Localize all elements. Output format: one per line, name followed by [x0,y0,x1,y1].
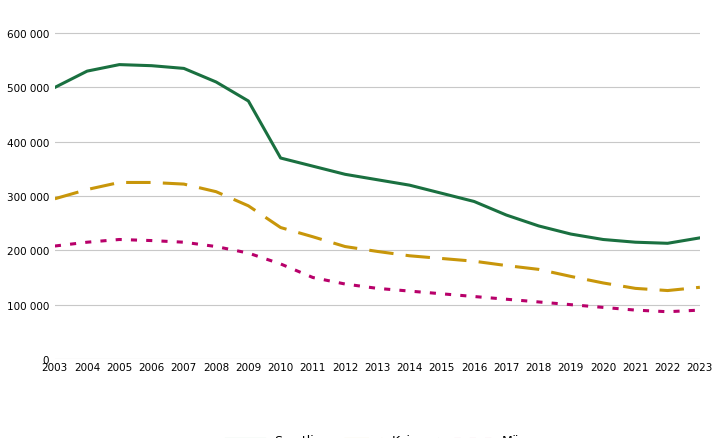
Kvinnor [50,197,59,202]
Kvinnor [502,263,510,268]
Kvinnor [148,180,156,186]
Män [179,240,188,245]
Kvinnor [438,256,446,261]
Samtliga [502,213,510,218]
Män [470,294,479,300]
Samtliga [179,67,188,72]
Män [50,244,59,249]
Samtliga [115,63,124,68]
Kvinnor [276,226,285,231]
Män [341,282,349,287]
Samtliga [405,183,414,188]
Kvinnor [534,267,543,272]
Samtliga [212,80,220,85]
Kvinnor [244,204,253,209]
Män [212,244,220,250]
Män [502,297,510,302]
Samtliga [83,69,91,74]
Line: Män: Män [55,240,700,312]
Line: Samtliga: Samtliga [55,65,700,244]
Kvinnor [470,259,479,264]
Samtliga [567,232,575,237]
Män [148,238,156,244]
Män [83,240,91,245]
Samtliga [341,172,349,177]
Kvinnor [83,187,91,193]
Kvinnor [405,254,414,259]
Kvinnor [696,285,704,290]
Män [534,300,543,305]
Män [631,308,639,313]
Samtliga [470,199,479,205]
Samtliga [50,85,59,91]
Kvinnor [115,180,124,186]
Män [696,308,704,313]
Kvinnor [373,249,382,254]
Samtliga [244,99,253,104]
Kvinnor [179,182,188,187]
Män [276,261,285,267]
Kvinnor [341,244,349,250]
Män [438,292,446,297]
Samtliga [373,178,382,183]
Kvinnor [663,288,672,293]
Män [567,302,575,307]
Män [373,286,382,291]
Samtliga [148,64,156,69]
Samtliga [438,191,446,197]
Män [115,237,124,243]
Samtliga [599,237,608,243]
Män [309,275,318,280]
Samtliga [631,240,639,245]
Samtliga [534,224,543,229]
Kvinnor [599,281,608,286]
Samtliga [276,156,285,161]
Män [599,305,608,310]
Line: Kvinnor: Kvinnor [55,183,700,291]
Legend: Samtliga, Kvinnor, Män: Samtliga, Kvinnor, Män [222,429,534,438]
Män [663,309,672,314]
Män [405,289,414,294]
Samtliga [663,241,672,246]
Kvinnor [212,190,220,195]
Samtliga [309,164,318,170]
Kvinnor [567,274,575,279]
Samtliga [696,236,704,241]
Kvinnor [631,286,639,291]
Män [244,251,253,256]
Kvinnor [309,235,318,240]
